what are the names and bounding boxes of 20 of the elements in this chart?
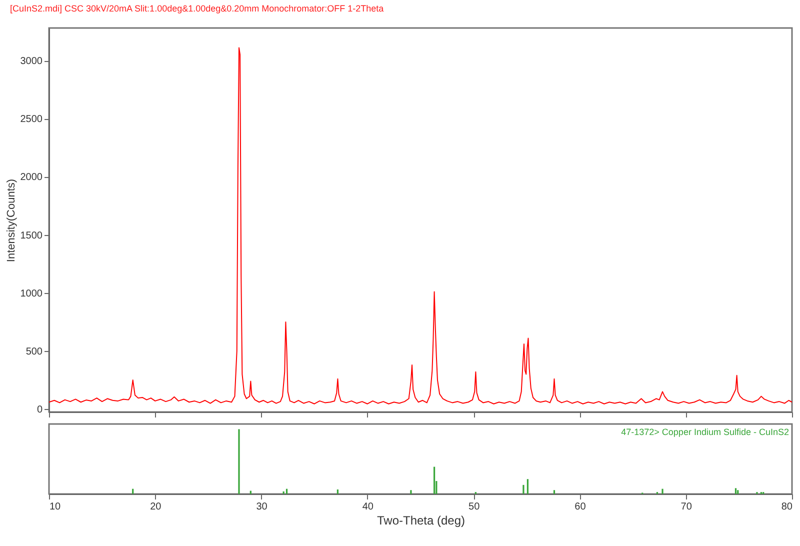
- x-tick-label: 30: [256, 502, 268, 512]
- x-tick-label: 20: [150, 502, 162, 512]
- y-tick-label: 0: [36, 404, 43, 416]
- x-tick-label: 10: [50, 502, 62, 512]
- chart-title: [CuInS2.mdi] CSC 30kV/20mA Slit:1.00deg&1.00deg&0.20mm Monochromator:OFF 1-2Theta: [10, 3, 384, 14]
- x-tick-label: 80: [781, 502, 793, 512]
- x-tick-label: 40: [362, 502, 374, 512]
- x-tick-label: 50: [468, 502, 480, 512]
- y-tick-label: 1000: [20, 288, 43, 300]
- y-axis-title: Intensity(Counts): [5, 178, 18, 262]
- x-tick-label: 70: [680, 502, 692, 512]
- y-tick-label: 500: [26, 346, 43, 358]
- line-series: [49, 47, 792, 404]
- y-tick-label: 2000: [20, 172, 43, 184]
- y-tick-label: 2500: [20, 114, 43, 126]
- annotation: 47-1372> Copper Indium Sulfide - CuInS2: [621, 427, 789, 437]
- y-tick-label: 1500: [20, 230, 43, 242]
- x-tick-label: 60: [574, 502, 586, 512]
- x-axis-title: Two-Theta (deg): [376, 514, 466, 528]
- y-tick-label: 3000: [20, 56, 43, 68]
